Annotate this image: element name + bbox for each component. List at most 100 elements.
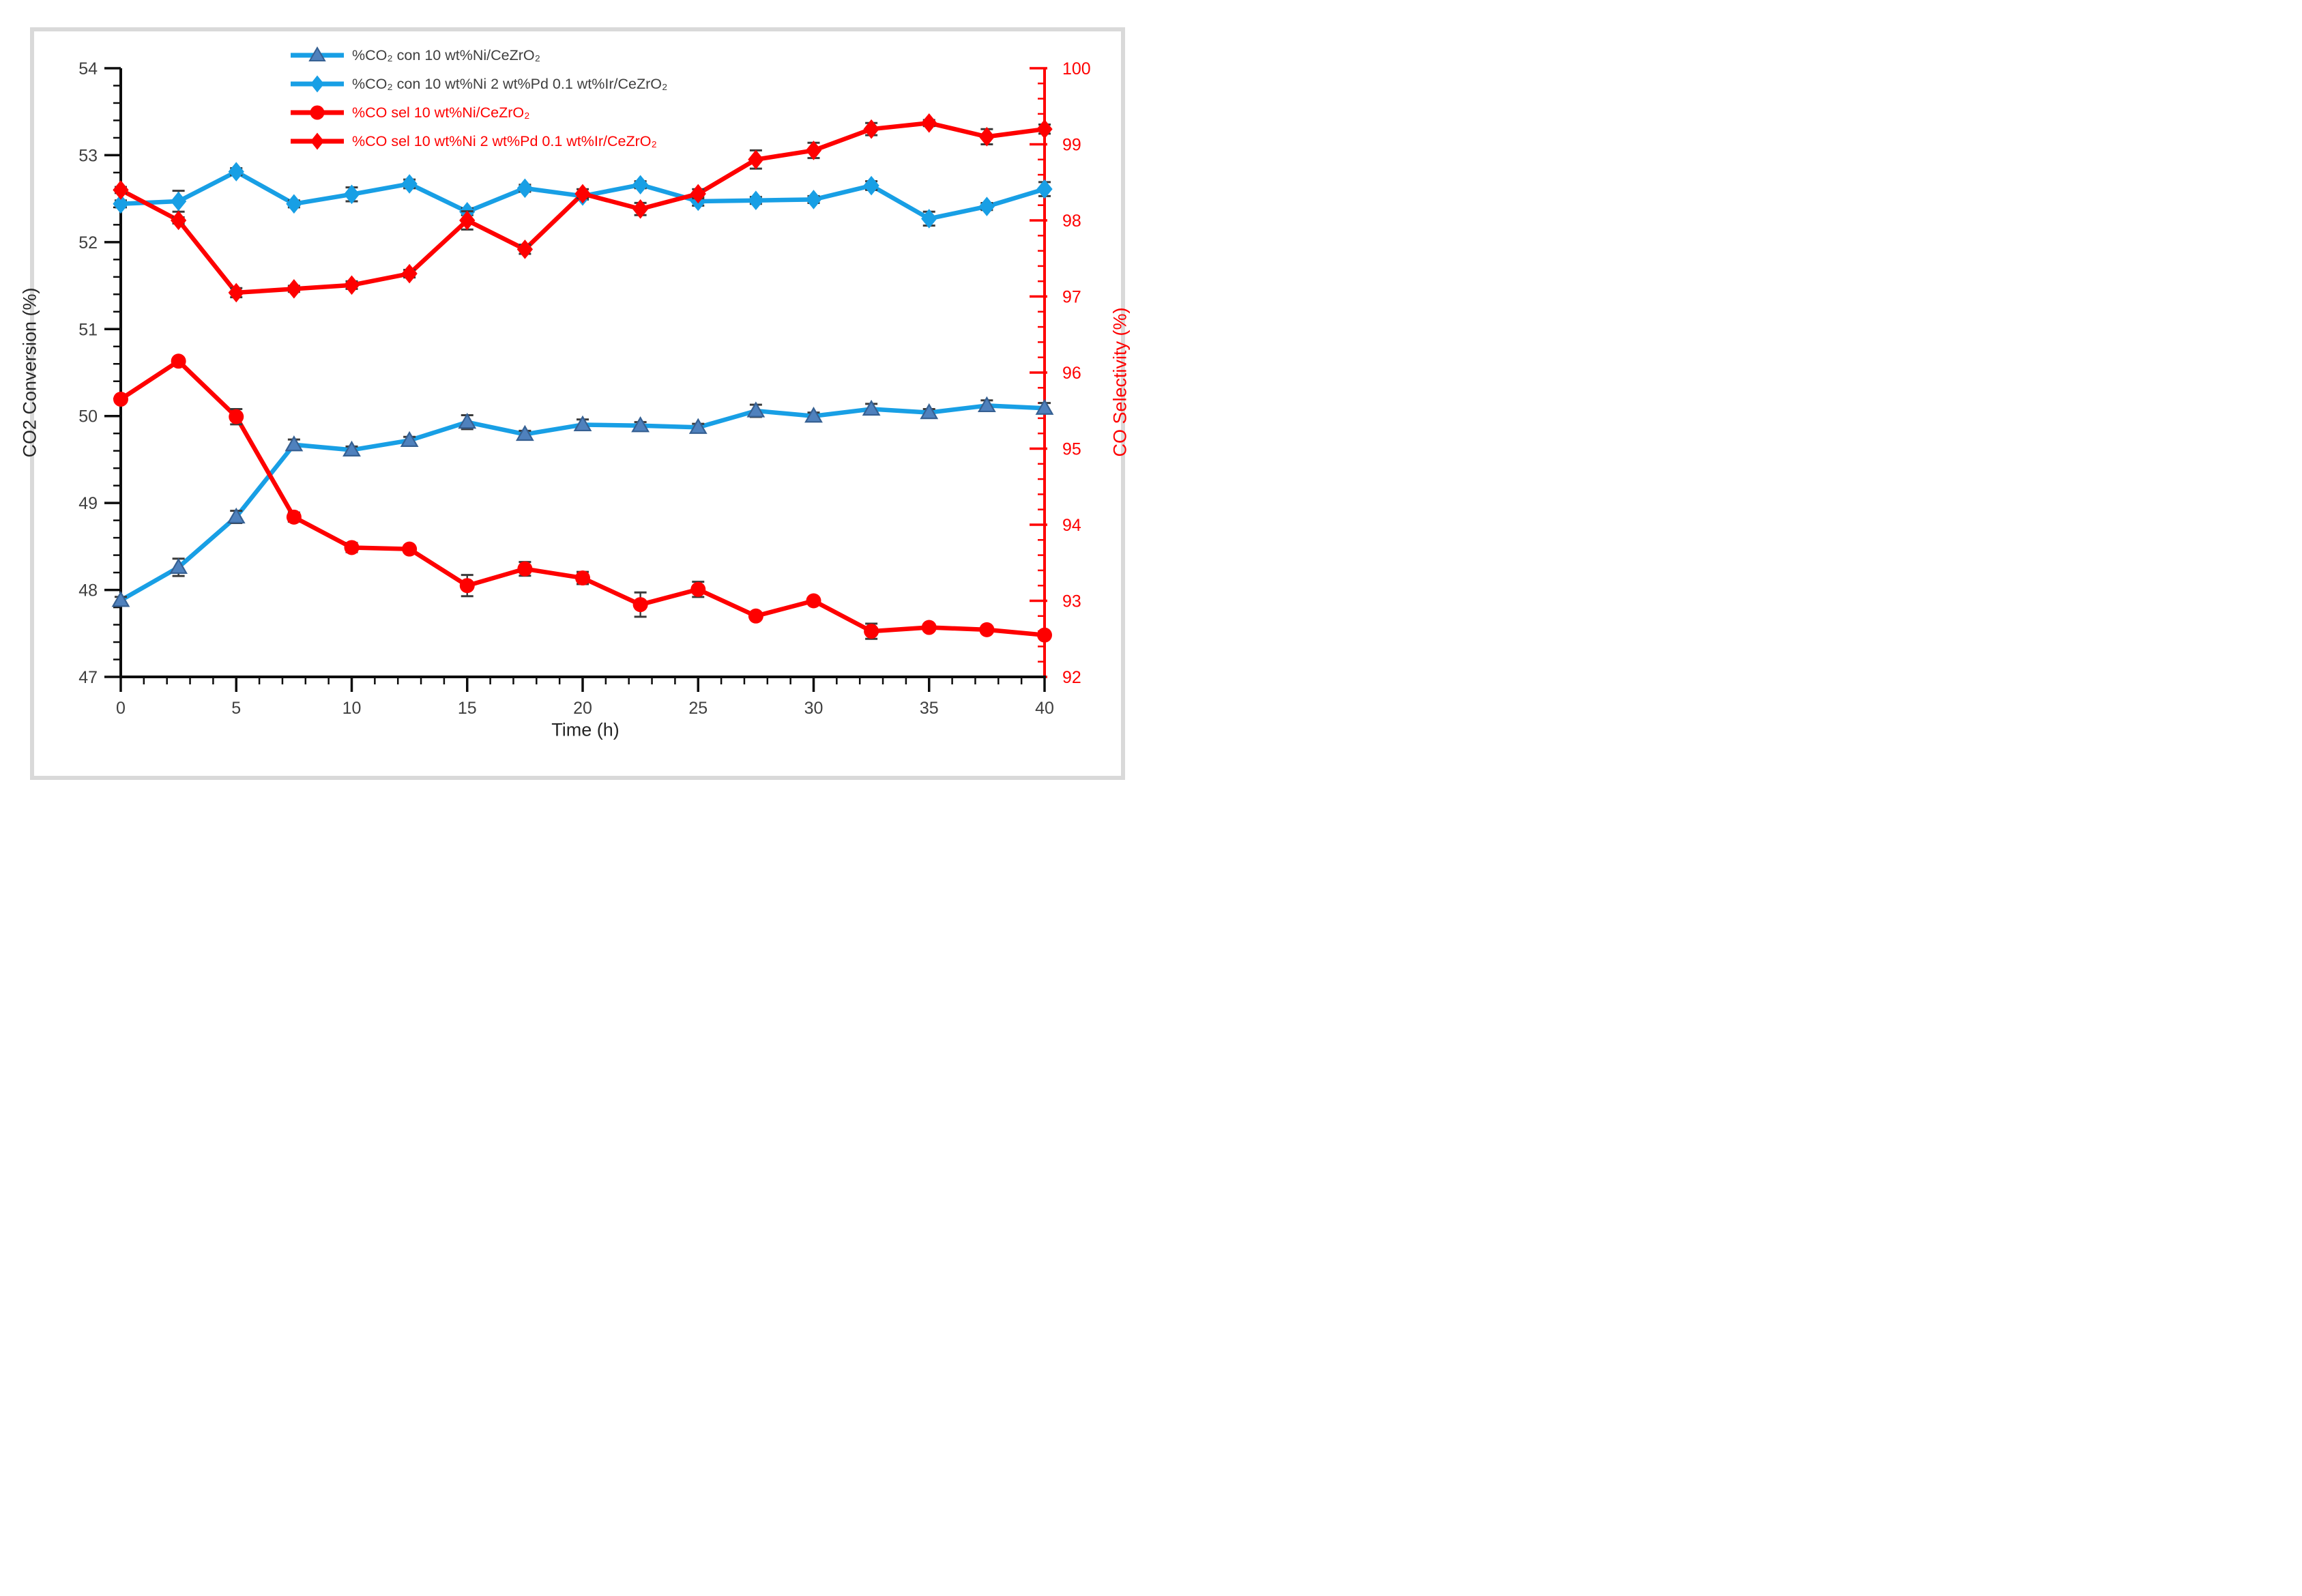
x-tick-label: 30 — [804, 699, 824, 718]
legend-item: %CO₂ con 10 wt%Ni 2 wt%Pd 0.1 wt%Ir/CeZr… — [289, 70, 667, 98]
data-point-marker — [343, 275, 360, 295]
series-2 — [113, 353, 1052, 643]
data-point-marker — [227, 507, 246, 524]
data-point-marker — [113, 392, 128, 407]
data-point-marker — [285, 435, 304, 452]
data-point-marker — [574, 184, 591, 204]
legend-swatch-triangle-icon — [291, 46, 344, 61]
y-left-tick-label: 48 — [78, 581, 98, 600]
y-axis-left-title: CO2 Conversion (%) — [19, 287, 40, 458]
data-point-marker — [516, 240, 534, 259]
data-point-marker — [632, 597, 648, 613]
data-point-marker — [1037, 627, 1052, 643]
legend-swatch-diamond-icon — [291, 132, 344, 150]
data-point-marker — [343, 440, 361, 457]
data-point-marker — [517, 561, 533, 577]
data-point-marker — [171, 353, 186, 369]
y-right-tick-label: 100 — [1062, 59, 1091, 78]
data-point-marker — [688, 418, 708, 434]
data-point-marker — [690, 184, 706, 204]
data-point-marker — [286, 509, 302, 525]
y-axis-right: 92 93 94 95 96 97 98 99 100 — [1030, 59, 1091, 687]
data-point-marker — [402, 541, 418, 557]
data-point-marker — [170, 191, 187, 212]
x-tick-label: 35 — [920, 699, 939, 718]
data-point-marker — [631, 416, 650, 433]
data-point-marker — [111, 591, 130, 607]
x-tick-label: 20 — [573, 699, 592, 718]
data-point-marker — [1036, 119, 1053, 139]
legend-item: %CO sel 10 wt%Ni/CeZrO₂ — [289, 98, 667, 127]
data-point-marker — [575, 570, 590, 586]
data-point-marker — [921, 113, 937, 133]
data-point-marker — [515, 424, 534, 441]
data-point-marker — [516, 178, 534, 199]
legend: %CO₂ con 10 wt%Ni/CeZrO₂ %CO₂ con 10 wt%N… — [289, 41, 667, 156]
data-point-marker — [805, 190, 822, 209]
x-tick-label: 15 — [458, 699, 477, 718]
data-point-marker — [979, 622, 995, 637]
x-axis: 0 5 10 15 20 25 30 35 40 — [116, 676, 1054, 718]
data-point-marker — [169, 557, 188, 575]
legend-item-label: %CO sel 10 wt%Ni/CeZrO₂ — [352, 104, 530, 121]
data-point-marker — [921, 620, 937, 635]
x-tick-label: 10 — [343, 699, 362, 718]
x-tick-label: 5 — [231, 699, 241, 718]
data-point-marker — [229, 409, 244, 424]
y-right-tick-label: 97 — [1062, 288, 1081, 307]
data-point-marker — [806, 593, 821, 609]
data-point-marker — [286, 194, 302, 214]
data-point-marker — [113, 194, 129, 214]
series-3 — [113, 113, 1053, 303]
y-right-tick-label: 94 — [1062, 516, 1081, 535]
y-axis-left: 47 48 49 50 51 52 53 54 — [78, 59, 122, 687]
y-right-tick-label: 95 — [1062, 440, 1081, 459]
y-right-tick-label: 93 — [1062, 592, 1081, 611]
data-point-marker — [804, 407, 823, 423]
data-point-marker — [228, 282, 244, 303]
data-point-marker — [459, 210, 476, 231]
data-point-marker — [1035, 398, 1054, 415]
data-point-marker — [863, 175, 879, 196]
legend-item: %CO₂ con 10 wt%Ni/CeZrO₂ — [289, 41, 667, 70]
data-point-marker — [978, 127, 995, 147]
legend-item: %CO sel 10 wt%Ni 2 wt%Pd 0.1 wt%Ir/CeZrO… — [289, 127, 667, 156]
data-point-marker — [920, 403, 939, 420]
data-point-marker — [458, 412, 477, 429]
data-point-marker — [113, 180, 129, 200]
chart-figure: 47 48 49 50 51 52 53 54 92 93 94 95 96 97 98 99 100 0 5 10 1… — [0, 0, 1151, 798]
y-axis-right-title: CO Selectivity (%) — [1109, 307, 1131, 457]
y-left-tick-label: 54 — [78, 59, 98, 78]
y-left-tick-label: 49 — [78, 494, 98, 513]
data-point-marker — [632, 199, 649, 219]
x-tick-label: 40 — [1035, 699, 1054, 718]
data-point-marker — [921, 209, 937, 229]
data-point-marker — [977, 396, 996, 413]
y-right-tick-label: 98 — [1062, 212, 1081, 231]
legend-item-label: %CO₂ con 10 wt%Ni/CeZrO₂ — [352, 46, 540, 63]
data-point-marker — [286, 279, 302, 299]
data-point-marker — [573, 415, 592, 432]
x-axis-title: Time (h) — [551, 719, 620, 740]
x-tick-label: 25 — [688, 699, 708, 718]
y-right-tick-label: 96 — [1062, 364, 1081, 383]
y-right-tick-label: 99 — [1062, 136, 1081, 155]
y-left-tick-label: 50 — [78, 407, 98, 426]
data-point-marker — [748, 149, 764, 170]
y-right-tick-label: 92 — [1062, 668, 1081, 687]
legend-swatch-diamond-icon — [291, 75, 344, 93]
y-left-tick-label: 47 — [78, 668, 98, 687]
data-point-marker — [746, 401, 766, 418]
legend-swatch-circle-icon — [291, 105, 344, 120]
data-point-marker — [748, 608, 763, 624]
data-point-marker — [401, 174, 418, 194]
data-point-marker — [863, 119, 879, 139]
data-point-marker — [228, 162, 244, 182]
data-point-marker — [459, 578, 475, 594]
data-point-marker — [343, 184, 360, 205]
data-point-marker — [748, 190, 764, 210]
data-point-marker — [344, 540, 360, 555]
plot-area: 47 48 49 50 51 52 53 54 92 93 94 95 96 97 98 99 100 0 5 10 1… — [78, 59, 1091, 718]
x-tick-label: 0 — [116, 699, 126, 718]
legend-item-label: %CO₂ con 10 wt%Ni 2 wt%Pd 0.1 wt%Ir/CeZr… — [352, 75, 668, 92]
